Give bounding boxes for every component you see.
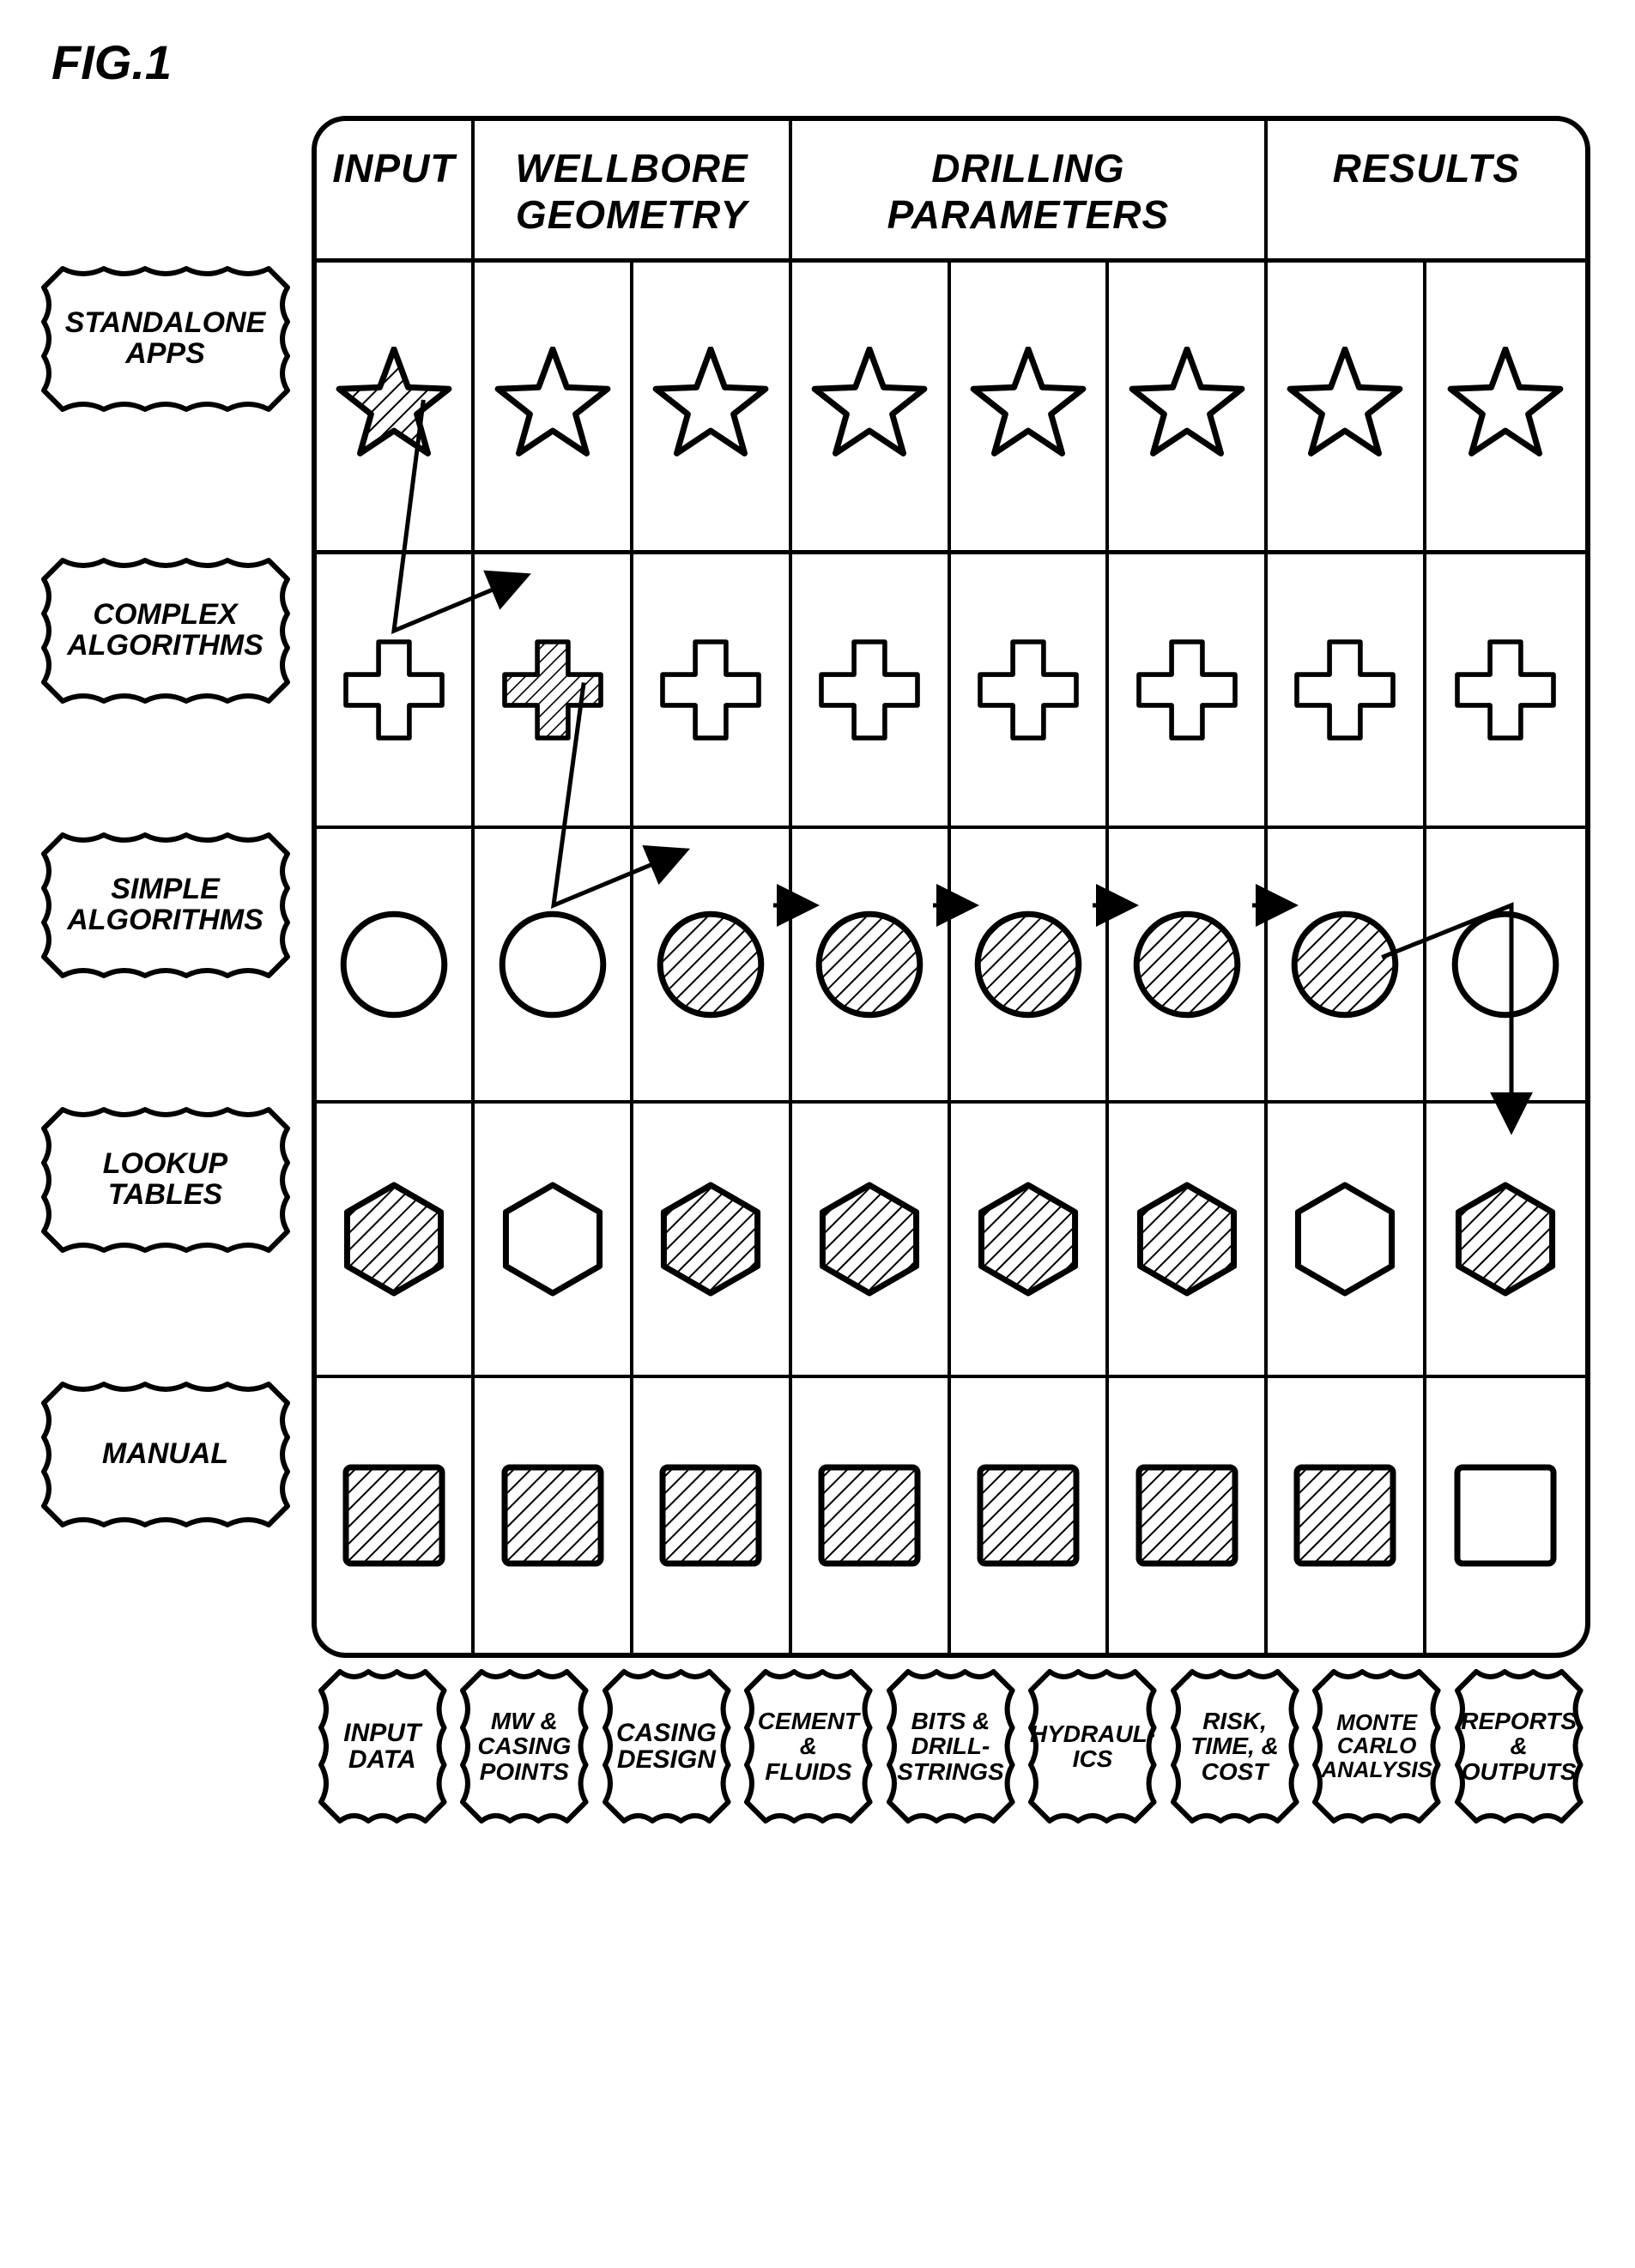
column-cloud-wrap: BITS &DRILL-STRINGS (880, 1660, 1022, 1832)
matrix-cell (792, 554, 951, 826)
cloud: SIMPLEALGORITHMS (37, 828, 294, 983)
cloud: CEMENT&FLUIDS (740, 1665, 877, 1828)
cloud-label: RISK,TIME, &COST (1175, 1709, 1294, 1784)
matrix-cell (951, 263, 1110, 550)
matrix-cell (1268, 829, 1426, 1100)
matrix-cell (1109, 263, 1268, 550)
matrix-cell (1109, 1104, 1268, 1375)
column-cloud-wrap: CEMENT&FLUIDS (737, 1660, 880, 1832)
matrix-cell (792, 263, 951, 550)
matrix-cell (317, 554, 475, 826)
column-headers: INPUT WELLBORE GEOMETRY DRILLING PARAMET… (317, 121, 1585, 263)
cloud: REPORTS&OUTPUTS (1450, 1665, 1588, 1828)
matrix-row (317, 263, 1585, 554)
cloud: INPUTDATA (314, 1665, 451, 1828)
column-clouds: INPUTDATA MW &CASINGPOINTS CASINGDESIGNCEM… (312, 1660, 1590, 1832)
matrix-cell (317, 1378, 475, 1653)
matrix-cell (1426, 554, 1585, 826)
matrix-cell (1268, 1104, 1426, 1375)
matrix-cell (1426, 1378, 1585, 1653)
matrix-cell (633, 829, 792, 1100)
cloud: MW &CASINGPOINTS (456, 1665, 593, 1828)
matrix-cell (1109, 554, 1268, 826)
matrix-cell (951, 829, 1110, 1100)
matrix-cell (475, 829, 633, 1100)
matrix-cell (633, 1104, 792, 1375)
cloud-label: LOOKUPTABLES (88, 1149, 243, 1210)
cloud-label: MONTECARLOANALYSIS (1305, 1711, 1448, 1781)
cloud: BITS &DRILL-STRINGS (882, 1665, 1020, 1828)
matrix-cell (1109, 1378, 1268, 1653)
matrix-cell (951, 1378, 1110, 1653)
cloud: STANDALONEAPPS (37, 262, 294, 416)
matrix-cell (475, 1104, 633, 1375)
matrix-cell (475, 1378, 633, 1653)
cloud-label: STANDALONEAPPS (50, 308, 282, 369)
column-header-drilling: DRILLING PARAMETERS (792, 121, 1268, 258)
matrix-cell (1426, 829, 1585, 1100)
column-cloud-wrap: MW &CASINGPOINTS (453, 1660, 596, 1832)
matrix-cell (1268, 554, 1426, 826)
cloud: LOOKUPTABLES (37, 1103, 294, 1257)
cloud: CASINGDESIGN (598, 1665, 736, 1828)
matrix-cell (1426, 263, 1585, 550)
matrix-cell (792, 829, 951, 1100)
matrix-cell (1268, 263, 1426, 550)
column-cloud-wrap: RISK,TIME, &COST (1164, 1660, 1306, 1832)
cloud: HYDRAUL-ICS (1024, 1665, 1161, 1828)
matrix-cell (951, 554, 1110, 826)
matrix-cell (1109, 829, 1268, 1100)
data-rows (317, 263, 1585, 1653)
column-cloud-wrap: INPUTDATA (312, 1660, 454, 1832)
matrix-cell (1426, 1104, 1585, 1375)
matrix-row (317, 1378, 1585, 1653)
matrix-row (317, 554, 1585, 829)
column-cloud-wrap: REPORTS&OUTPUTS (1448, 1660, 1590, 1832)
matrix-cell (951, 1104, 1110, 1375)
column-header-input: INPUT (317, 121, 475, 258)
cloud-label: CEMENT&FLUIDS (742, 1709, 875, 1784)
matrix-cell (792, 1378, 951, 1653)
matrix-cell (317, 263, 475, 550)
column-header-results: RESULTS (1268, 121, 1584, 258)
figure-label: FIG.1 (51, 34, 1601, 90)
cloud-label: SIMPLEALGORITHMS (51, 874, 279, 935)
cloud-label: HYDRAUL-ICS (1014, 1721, 1171, 1772)
matrix-cell (475, 263, 633, 550)
matrix-grid: INPUT WELLBORE GEOMETRY DRILLING PARAMET… (312, 116, 1590, 1658)
cloud-label: COMPLEXALGORITHMS (51, 600, 279, 661)
matrix-row (317, 1104, 1585, 1378)
cloud: RISK,TIME, &COST (1166, 1665, 1304, 1828)
matrix-cell (792, 1104, 951, 1375)
matrix-cell (317, 829, 475, 1100)
cloud-label: CASINGDESIGN (601, 1720, 732, 1774)
matrix-cell (1268, 1378, 1426, 1653)
matrix-cell (633, 554, 792, 826)
column-cloud-wrap: CASINGDESIGN (596, 1660, 738, 1832)
cloud: MONTECARLOANALYSIS (1308, 1665, 1445, 1828)
matrix-cell (633, 1378, 792, 1653)
cloud-label: MANUAL (87, 1439, 244, 1470)
column-cloud-wrap: MONTECARLOANALYSIS (1305, 1660, 1448, 1832)
cloud-label: MW &CASINGPOINTS (462, 1709, 586, 1784)
cloud-label: BITS &DRILL-STRINGS (881, 1709, 1019, 1784)
cloud-label: INPUTDATA (328, 1720, 436, 1774)
cloud: COMPLEXALGORITHMS (37, 553, 294, 708)
column-header-wellbore: WELLBORE GEOMETRY (475, 121, 792, 258)
matrix-cell (475, 554, 633, 826)
cloud-label: REPORTS&OUTPUTS (1445, 1709, 1592, 1784)
column-cloud-wrap: HYDRAUL-ICS (1021, 1660, 1164, 1832)
diagram: STANDALONEAPPS COMPLEXALGORITHMS SIMPLEALG… (37, 116, 1599, 1918)
matrix-row (317, 829, 1585, 1104)
matrix-cell (317, 1104, 475, 1375)
matrix-cell (633, 263, 792, 550)
cloud: MANUAL (37, 1377, 294, 1532)
